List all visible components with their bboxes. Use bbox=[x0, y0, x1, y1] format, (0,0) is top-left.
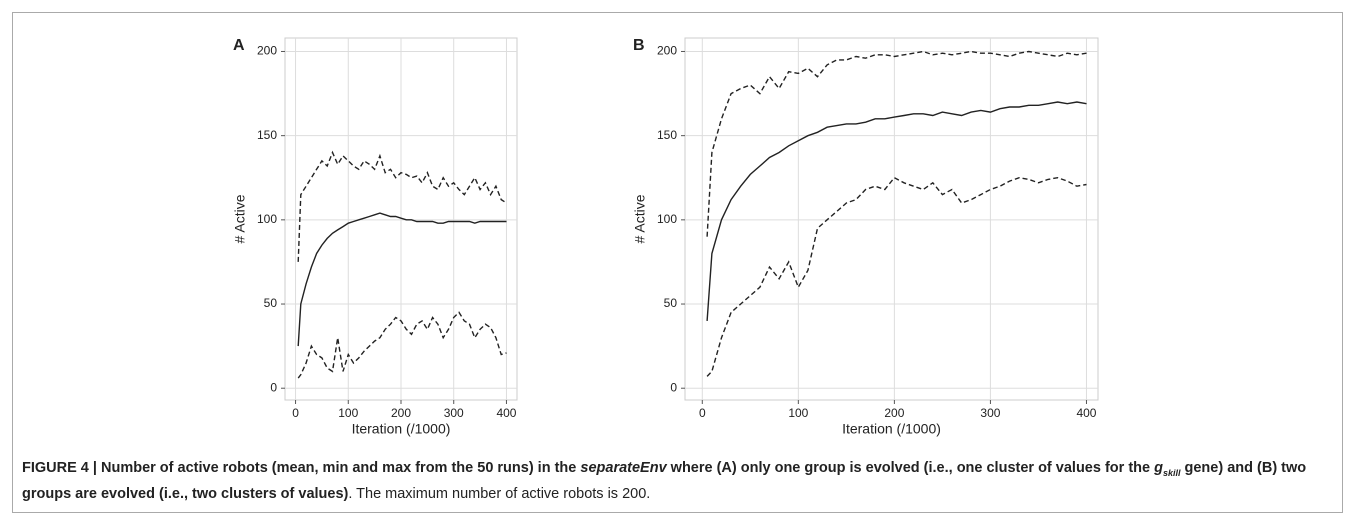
y-tick-label: 100 bbox=[657, 212, 677, 226]
caption-text: FIGURE 4 | Number of active robots (mean… bbox=[22, 460, 581, 476]
y-tick-label: 150 bbox=[657, 128, 677, 142]
y-tick-label: 50 bbox=[264, 296, 278, 310]
x-tick-label: 400 bbox=[496, 406, 516, 420]
series-line bbox=[297, 212, 507, 347]
series-line bbox=[706, 176, 1087, 377]
caption-text: gene) and (B) two groups are evolved (i.… bbox=[22, 460, 1307, 502]
x-tick-label: 200 bbox=[884, 406, 904, 420]
y-tick-label: 50 bbox=[664, 296, 678, 310]
x-tick-label: 400 bbox=[1076, 406, 1096, 420]
caption-text: separateEnv bbox=[580, 460, 667, 476]
series-line bbox=[706, 50, 1087, 237]
x-tick-label: 0 bbox=[699, 406, 706, 420]
x-axis-label: Iteration (/1000) bbox=[352, 421, 451, 437]
panel-label: B bbox=[633, 37, 645, 54]
series-line bbox=[706, 101, 1087, 321]
charts: 0 50 100 150 200 0 100 200 300 400 Iteration (/100… bbox=[232, 37, 1099, 437]
y-tick-label: 200 bbox=[257, 44, 277, 58]
caption-text: where (A) only one group is evolved (i.e… bbox=[666, 460, 1155, 476]
x-tick-label: 0 bbox=[292, 406, 299, 420]
series-line bbox=[297, 150, 507, 262]
caption-text: . The maximum number of active robots is… bbox=[348, 485, 651, 502]
y-tick-label: 200 bbox=[657, 44, 677, 58]
y-axis-label: # Active bbox=[232, 194, 248, 243]
y-axis-label: # Active bbox=[632, 194, 648, 243]
x-tick-label: 100 bbox=[338, 406, 358, 420]
x-tick-label: 300 bbox=[444, 406, 464, 420]
panel-label: A bbox=[233, 37, 245, 54]
figure-frame bbox=[12, 12, 1343, 513]
x-axis-label: Iteration (/1000) bbox=[842, 421, 941, 437]
caption-text: g bbox=[1154, 460, 1163, 476]
caption: FIGURE 4 | Number of active robots (mean… bbox=[22, 458, 1322, 505]
y-tick-label: 100 bbox=[257, 212, 277, 226]
x-tick-label: 100 bbox=[788, 406, 808, 420]
y-tick-label: 0 bbox=[270, 380, 277, 394]
caption-subscript: skill bbox=[1162, 467, 1181, 478]
series-line bbox=[297, 311, 507, 379]
x-tick-label: 300 bbox=[980, 406, 1000, 420]
y-tick-label: 150 bbox=[257, 128, 277, 142]
x-tick-label: 200 bbox=[391, 406, 411, 420]
plot-area bbox=[684, 37, 1099, 401]
y-tick-label: 0 bbox=[670, 380, 677, 394]
